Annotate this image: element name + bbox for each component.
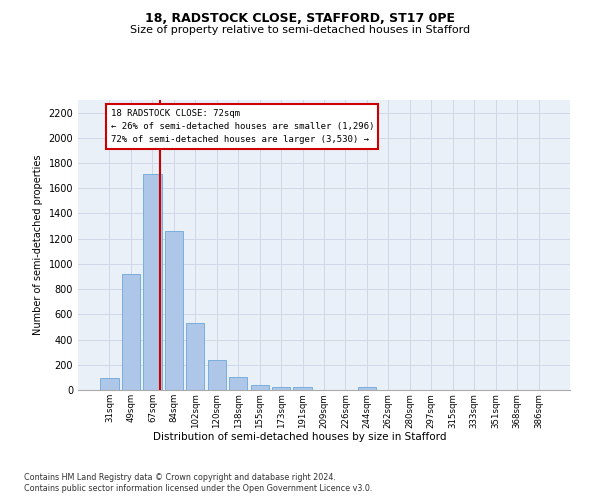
Bar xyxy=(165,231,183,390)
Text: Size of property relative to semi-detached houses in Stafford: Size of property relative to semi-detach… xyxy=(130,25,470,35)
Bar xyxy=(186,323,205,390)
Bar xyxy=(100,378,119,390)
Bar xyxy=(143,174,161,390)
Text: Contains HM Land Registry data © Crown copyright and database right 2024.: Contains HM Land Registry data © Crown c… xyxy=(24,472,336,482)
Text: Contains public sector information licensed under the Open Government Licence v3: Contains public sector information licen… xyxy=(24,484,373,493)
Bar xyxy=(358,388,376,390)
Text: 18, RADSTOCK CLOSE, STAFFORD, ST17 0PE: 18, RADSTOCK CLOSE, STAFFORD, ST17 0PE xyxy=(145,12,455,26)
Bar xyxy=(293,388,311,390)
Bar xyxy=(122,274,140,390)
Y-axis label: Number of semi-detached properties: Number of semi-detached properties xyxy=(33,155,43,336)
Text: 18 RADSTOCK CLOSE: 72sqm
← 26% of semi-detached houses are smaller (1,296)
72% o: 18 RADSTOCK CLOSE: 72sqm ← 26% of semi-d… xyxy=(110,109,374,144)
Text: Distribution of semi-detached houses by size in Stafford: Distribution of semi-detached houses by … xyxy=(153,432,447,442)
Bar xyxy=(229,378,247,390)
Bar xyxy=(251,385,269,390)
Bar xyxy=(272,387,290,390)
Bar xyxy=(208,360,226,390)
